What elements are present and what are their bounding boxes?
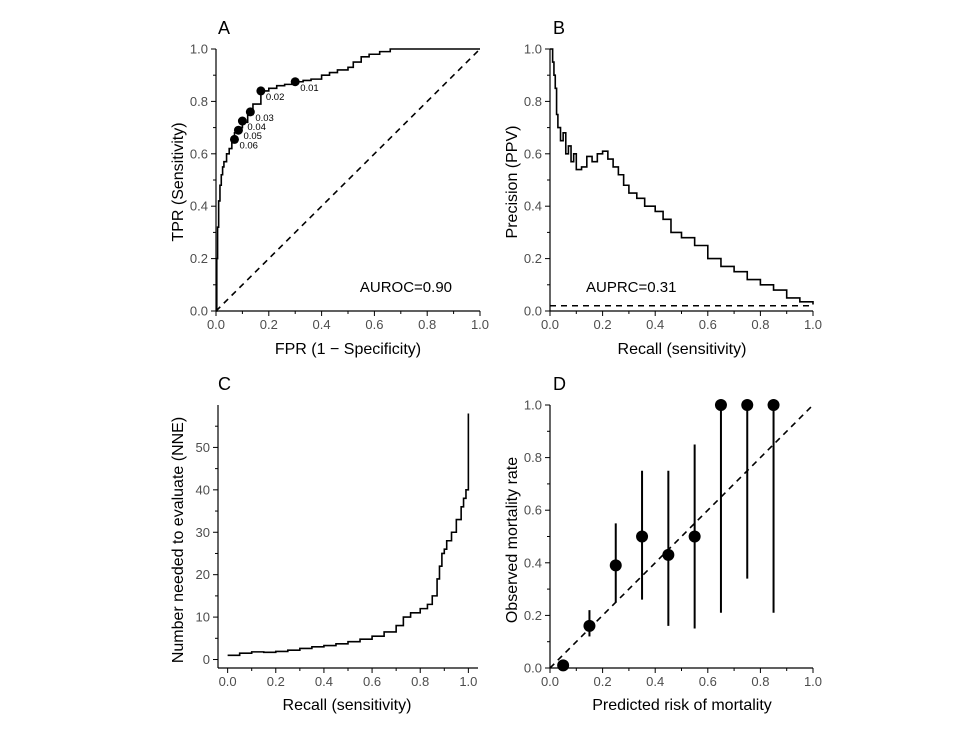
- c-y-tick-label: 50: [196, 440, 210, 455]
- a-y-tick-label: 0.4: [190, 199, 208, 214]
- c-x-tick-label: 0.0: [219, 674, 237, 689]
- a-threshold-label: 0.05: [243, 131, 262, 142]
- d-x-tick-label: 0.2: [594, 674, 612, 689]
- a-threshold-point: [233, 125, 243, 135]
- b-curve: [550, 48, 814, 305]
- nne-panel: C Recall (sensitivity) Number needed to …: [170, 374, 478, 714]
- a-x-tick-label: 1.0: [471, 317, 489, 332]
- d-data-point: [636, 530, 649, 543]
- c-y-tick-label: 10: [196, 610, 210, 625]
- panel-letter-a: A: [218, 18, 230, 38]
- b-y-tick-label: 0.6: [524, 146, 542, 161]
- d-x-tick-label: 0.0: [541, 674, 559, 689]
- d-data-point: [583, 619, 596, 632]
- calibration-y-axis-title: Observed mortality rate: [504, 457, 521, 623]
- d-y-tick-label: 1.0: [524, 398, 542, 413]
- a-threshold-point: [229, 134, 239, 144]
- b-y-tick-label: 0.2: [524, 251, 542, 266]
- d-x-tick-label: 1.0: [804, 674, 822, 689]
- c-curve: [227, 413, 470, 657]
- a-threshold-label: 0.01: [300, 83, 319, 94]
- d-y-tick-label: 0.6: [524, 503, 542, 518]
- a-threshold-point: [245, 107, 255, 117]
- c-y-tick-label: 20: [196, 567, 210, 582]
- b-y-tick-label: 0.0: [524, 304, 542, 319]
- a-y-tick-label: 0.6: [190, 146, 208, 161]
- b-x-tick-label: 0.8: [751, 317, 769, 332]
- b-x-tick-label: 0.2: [594, 317, 612, 332]
- calibration-panel: D Predicted risk of mortality Observed m…: [504, 374, 822, 714]
- a-threshold-label: 0.03: [255, 113, 274, 124]
- panel-letter-c: C: [218, 374, 231, 394]
- b-y-tick-label: 0.8: [524, 94, 542, 109]
- b-y-tick-label: 0.4: [524, 199, 542, 214]
- panel-letter-b: B: [553, 18, 565, 38]
- a-y-tick-label: 1.0: [190, 42, 208, 57]
- d-data-point: [714, 399, 727, 411]
- c-x-tick-label: 0.8: [411, 674, 429, 689]
- d-reference-line: [549, 404, 814, 669]
- panel-letter-d: D: [553, 374, 566, 394]
- pr-x-axis-title: Recall (sensitivity): [618, 341, 747, 358]
- d-data-point: [609, 559, 622, 572]
- b-x-tick-label: 0.6: [699, 317, 717, 332]
- pr-y-axis-title: Precision (PPV): [504, 126, 521, 239]
- d-x-tick-label: 0.4: [646, 674, 664, 689]
- d-x-tick-label: 0.8: [751, 674, 769, 689]
- a-x-tick-label: 0.4: [313, 317, 331, 332]
- d-y-tick-label: 0.8: [524, 450, 542, 465]
- d-x-tick-label: 0.6: [699, 674, 717, 689]
- d-y-tick-label: 0.2: [524, 608, 542, 623]
- calibration-plot-area: 0.0 0.2 0.4 0.6 0.8 1.0 0.0 0.2 0.4 0.6 0.8 1.0: [524, 398, 822, 690]
- b-x-tick-label: 1.0: [804, 317, 822, 332]
- a-x-tick-label: 0.0: [207, 317, 225, 332]
- d-y-tick-label: 0.0: [524, 661, 542, 676]
- c-y-tick-label: 40: [196, 482, 210, 497]
- c-x-tick-label: 0.6: [363, 674, 381, 689]
- a-y-tick-label: 0.0: [190, 304, 208, 319]
- auprc-annotation: AUPRC=0.31: [586, 279, 676, 296]
- roc-plot-area: 0.0 0.2 0.4 0.6 0.8 1.0 0.0 0.2 0.4 0.6 0.8 1.0 0.01…: [190, 42, 489, 333]
- d-data-point: [557, 659, 570, 672]
- a-x-tick-label: 0.2: [260, 317, 278, 332]
- b-y-tick-label: 1.0: [524, 42, 542, 57]
- d-data-point: [662, 548, 675, 561]
- nne-plot-area: 0.0 0.2 0.4 0.6 0.8 1.0 0 10 20 30 40 50: [196, 405, 478, 689]
- a-reference-line: [215, 48, 481, 312]
- pr-plot-area: 0.0 0.2 0.4 0.6 0.8 1.0 0.0 0.2 0.4 0.6 0.8 1.0: [524, 42, 822, 333]
- roc-panel: A FPR (1 − Specificity) TPR (Sensitivity…: [170, 18, 489, 358]
- a-threshold-point: [290, 77, 300, 87]
- a-y-tick-label: 0.8: [190, 94, 208, 109]
- a-threshold-label: 0.02: [266, 92, 285, 103]
- nne-x-axis-title: Recall (sensitivity): [283, 697, 412, 714]
- d-data-point: [688, 530, 701, 543]
- b-x-tick-label: 0.0: [541, 317, 559, 332]
- a-threshold-label: 0.04: [247, 122, 266, 133]
- c-y-tick-label: 0: [203, 652, 210, 667]
- c-x-tick-label: 0.4: [315, 674, 333, 689]
- c-x-tick-label: 0.2: [267, 674, 285, 689]
- a-x-tick-label: 0.8: [418, 317, 436, 332]
- auroc-annotation: AUROC=0.90: [360, 279, 452, 296]
- pr-panel: B Recall (sensitivity) Precision (PPV) A…: [504, 18, 822, 358]
- a-threshold-point: [237, 116, 247, 126]
- b-x-tick-label: 0.4: [646, 317, 664, 332]
- d-y-tick-label: 0.4: [524, 555, 542, 570]
- a-threshold-point: [256, 86, 266, 96]
- d-data-point: [741, 399, 754, 411]
- nne-y-axis-title: Number needed to evaluate (NNE): [170, 417, 187, 663]
- a-y-tick-label: 0.2: [190, 251, 208, 266]
- roc-x-axis-title: FPR (1 − Specificity): [275, 341, 421, 358]
- a-threshold-label: 0.06: [239, 140, 257, 151]
- c-x-tick-label: 1.0: [459, 674, 477, 689]
- c-y-tick-label: 30: [196, 525, 210, 540]
- a-x-tick-label: 0.6: [365, 317, 383, 332]
- roc-y-axis-title: TPR (Sensitivity): [170, 122, 187, 241]
- d-data-point: [767, 399, 780, 411]
- calibration-x-axis-title: Predicted risk of mortality: [592, 697, 772, 714]
